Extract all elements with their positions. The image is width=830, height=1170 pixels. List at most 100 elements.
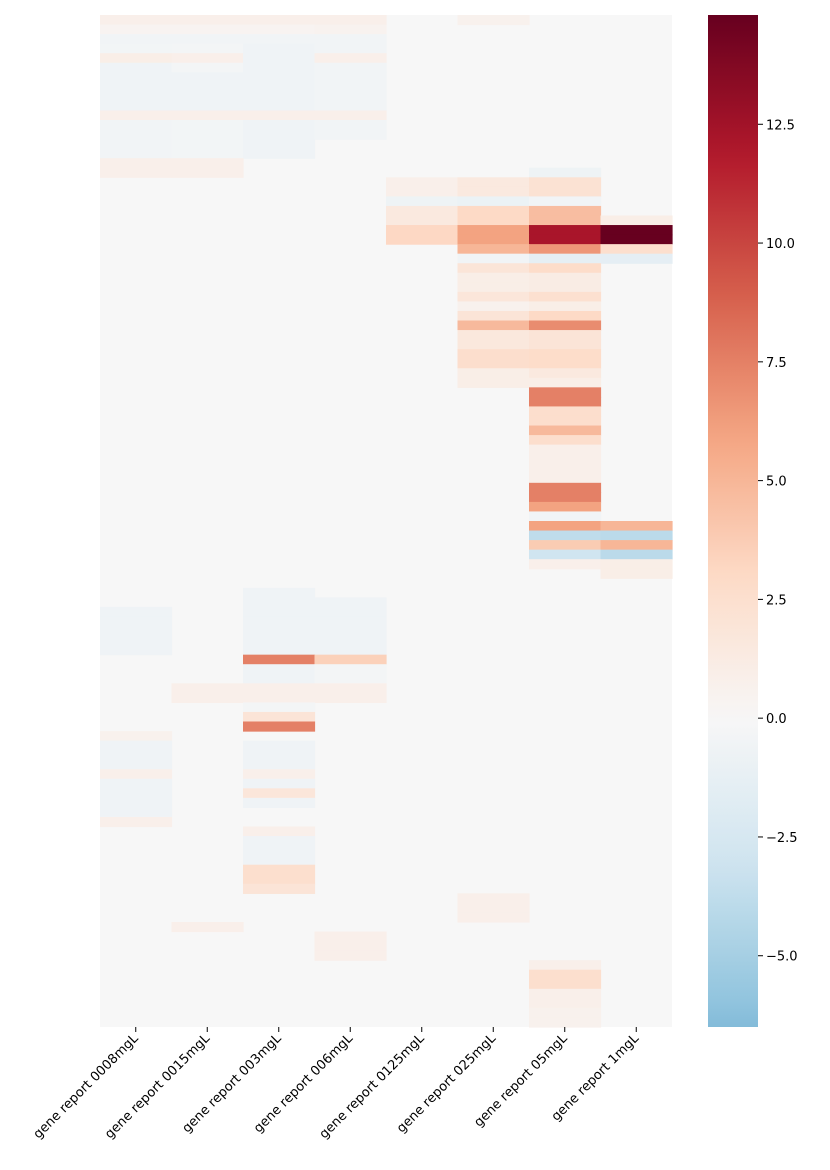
heatmap-cell — [171, 100, 244, 112]
heatmap-cell — [171, 692, 244, 703]
heatmap-cell — [457, 368, 530, 379]
heatmap-cell — [100, 62, 173, 73]
heatmap-cell — [314, 645, 387, 656]
heatmap-cell — [529, 272, 602, 283]
heatmap-cell — [100, 139, 173, 150]
heatmap-cell — [243, 597, 316, 608]
colorbar-tick-label: 10.0 — [766, 237, 795, 252]
heatmap-cell — [243, 606, 316, 618]
heatmap-cell — [314, 34, 387, 45]
heatmap-cell — [529, 549, 602, 560]
heatmap-cell — [457, 253, 530, 264]
heatmap-cell — [243, 836, 316, 847]
heatmap-cell — [457, 349, 530, 360]
heatmap-cell — [386, 205, 459, 217]
heatmap-cell — [529, 540, 602, 551]
heatmap-cell — [600, 530, 673, 541]
heatmap-cell — [243, 34, 316, 45]
heatmap-cell — [529, 492, 602, 503]
heatmap-cell — [314, 110, 387, 121]
heatmap-cell — [171, 43, 244, 54]
heatmap-cell — [529, 320, 602, 331]
heatmap-cell — [529, 377, 602, 388]
heatmap-cell — [314, 53, 387, 64]
heatmap-cell — [457, 339, 530, 350]
heatmap-cell — [457, 205, 530, 217]
heatmap-cell — [100, 81, 173, 92]
heatmap-cell — [600, 225, 673, 236]
heatmap-cell — [600, 215, 673, 226]
heatmap-cell — [100, 43, 173, 54]
heatmap-cell — [100, 731, 173, 742]
heatmap-cell — [243, 53, 316, 64]
heatmap-cell — [100, 72, 173, 83]
heatmap-cell — [600, 568, 673, 579]
heatmap-cell — [100, 816, 173, 828]
heatmap-cell — [314, 673, 387, 684]
heatmap-cell — [100, 158, 173, 169]
heatmap-cell — [529, 291, 602, 303]
heatmap-cell — [171, 34, 244, 45]
heatmap-cell — [314, 692, 387, 703]
heatmap-cell — [171, 139, 244, 150]
heatmap-cell — [100, 129, 173, 140]
heatmap-cell — [529, 167, 602, 178]
heatmap-cell — [171, 81, 244, 92]
heatmap-cell — [100, 635, 173, 646]
heatmap-cell — [171, 110, 244, 121]
heatmap-cell — [457, 902, 530, 914]
heatmap-cell — [171, 24, 244, 35]
heatmap-cell — [529, 358, 602, 369]
heatmap-cell — [386, 186, 459, 197]
heatmap-cell — [529, 349, 602, 360]
heatmap-cell — [457, 272, 530, 283]
heatmap-cell — [314, 635, 387, 646]
heatmap-cell — [243, 673, 316, 684]
heatmap-cell — [314, 24, 387, 35]
heatmap-cell — [171, 683, 244, 694]
heatmap-cell — [314, 62, 387, 73]
heatmap-cell — [243, 15, 316, 26]
heatmap-cell — [100, 769, 173, 780]
heatmap-cell — [243, 587, 316, 598]
heatmap-cell — [529, 454, 602, 465]
colorbar-tick-label: −5.0 — [766, 950, 798, 965]
heatmap-cell — [243, 148, 316, 159]
heatmap-cell — [314, 606, 387, 618]
heatmap-cell — [529, 501, 602, 513]
heatmap-cell — [529, 310, 602, 322]
heatmap-cell — [243, 43, 316, 54]
heatmap-cell — [529, 463, 602, 474]
heatmap-cell — [243, 616, 316, 627]
heatmap-cell — [457, 196, 530, 207]
heatmap-cell — [529, 406, 602, 417]
heatmap-cell — [171, 129, 244, 140]
heatmap-cell — [457, 15, 530, 26]
heatmap-cell — [243, 759, 316, 770]
heatmap-cell — [243, 797, 316, 809]
heatmap-cell — [386, 215, 459, 226]
heatmap-cell — [243, 740, 316, 751]
heatmap-cell — [314, 129, 387, 140]
heatmap-cell — [600, 540, 673, 551]
heatmap-cell — [457, 177, 530, 188]
heatmap-cell — [529, 988, 602, 999]
heatmap-cell — [386, 225, 459, 236]
colorbar-tick-label: 12.5 — [766, 118, 795, 133]
heatmap-cell — [529, 1017, 602, 1028]
heatmap-cell — [243, 120, 316, 131]
heatmap-cell — [314, 120, 387, 131]
heatmap-cell — [314, 626, 387, 637]
heatmap-cell — [600, 234, 673, 245]
heatmap-cell — [243, 664, 316, 675]
heatmap-cell — [243, 826, 316, 837]
heatmap-cell — [457, 893, 530, 904]
heatmap-cell — [457, 912, 530, 923]
heatmap-cell — [529, 396, 602, 408]
heatmap-cell — [529, 979, 602, 990]
heatmap-cell — [171, 62, 244, 73]
heatmap-cell — [171, 91, 244, 102]
heatmap-cell — [529, 511, 602, 522]
heatmap-cell — [243, 769, 316, 780]
colorbar-tick-label: 0.0 — [766, 712, 787, 727]
